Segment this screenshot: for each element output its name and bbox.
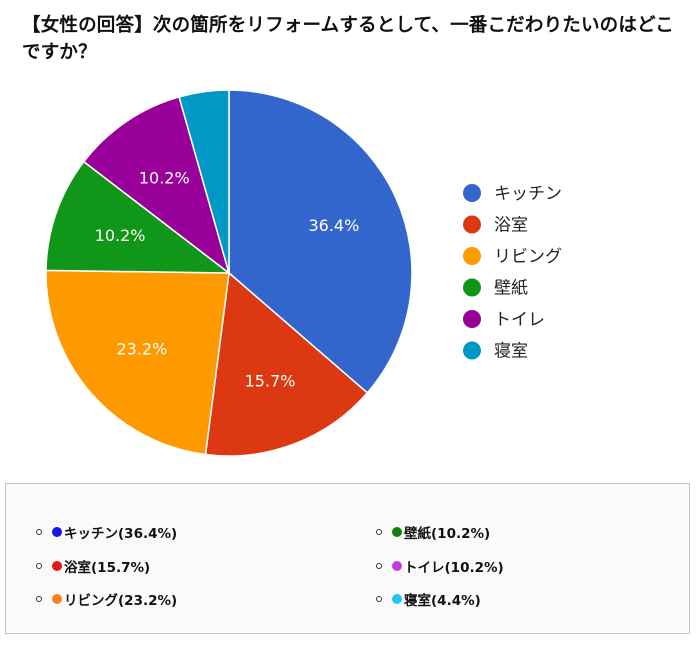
- legend-label: キッチン: [494, 184, 562, 204]
- bullet-icon: [376, 529, 382, 535]
- color-dot-icon: [392, 594, 402, 604]
- legend-label: 壁紙: [494, 279, 528, 299]
- summary-label: 寝室(4.4%): [404, 593, 481, 609]
- summary-label: 浴室(15.7%): [64, 560, 151, 576]
- summary-label: リビング(23.2%): [64, 593, 178, 609]
- bullet-icon: [36, 596, 42, 602]
- summary-item: 浴室(15.7%): [36, 556, 150, 576]
- legend-label: 寝室: [494, 341, 528, 362]
- color-dot-icon: [392, 561, 402, 571]
- pie-slices: [45, 89, 413, 457]
- pie-slice: [82, 96, 231, 275]
- slice-data-label: 10.2%: [139, 169, 190, 188]
- color-dot-icon: [52, 527, 62, 537]
- slice-data-label: 23.2%: [116, 339, 167, 358]
- legend-label: 浴室: [494, 216, 528, 236]
- summary-label: トイレ(10.2%): [404, 560, 504, 576]
- summary-item: キッチン(36.4%): [36, 522, 177, 542]
- legend-swatch: [463, 247, 481, 265]
- bullet-icon: [376, 563, 382, 569]
- legend-swatch: [463, 278, 481, 297]
- pie-slice: [178, 89, 230, 274]
- summary-legend-box: キッチン(36.4%) 浴室(15.7%) リビング(23.2%) 壁紙(10.…: [5, 483, 690, 634]
- summary-label: 壁紙(10.2%): [404, 526, 491, 542]
- pie-chart: 36.4% 15.7% 23.2% 10.2% 10.2% キッチン浴室リビング壁紙トイ…: [45, 89, 562, 457]
- legend-swatch: [463, 310, 481, 328]
- chart-title: 【女性の回答】次の箇所をリフォームするとして、一番こだわりたいのはどこですか？: [22, 15, 674, 63]
- summary-item: リビング(23.2%): [36, 589, 177, 609]
- slice-data-label: 36.4%: [308, 216, 359, 235]
- color-dot-icon: [392, 527, 402, 537]
- pie-slice-labels: 36.4% 15.7% 23.2% 10.2% 10.2%: [95, 169, 360, 391]
- summary-item: 寝室(4.4%): [376, 589, 481, 609]
- legend-label: トイレ: [494, 310, 545, 330]
- summary-label: キッチン(36.4%): [64, 526, 178, 542]
- slice-data-label: 15.7%: [245, 372, 296, 391]
- legend-swatch: [463, 215, 481, 234]
- slice-data-label: 10.2%: [95, 226, 146, 245]
- pie-slice: [228, 89, 413, 394]
- pie-slice: [204, 271, 369, 457]
- legend-swatch: [463, 184, 481, 202]
- bullet-icon: [36, 563, 42, 569]
- summary-item: トイレ(10.2%): [376, 556, 504, 576]
- legend-swatch: [463, 341, 481, 360]
- pie-slice: [45, 269, 230, 456]
- color-dot-icon: [52, 561, 62, 571]
- color-dot-icon: [52, 594, 62, 604]
- bullet-icon: [376, 596, 382, 602]
- bullet-icon: [36, 529, 42, 535]
- summary-item: 壁紙(10.2%): [376, 522, 490, 542]
- legend-label: リビング: [494, 247, 562, 267]
- pie-slice: [45, 160, 232, 274]
